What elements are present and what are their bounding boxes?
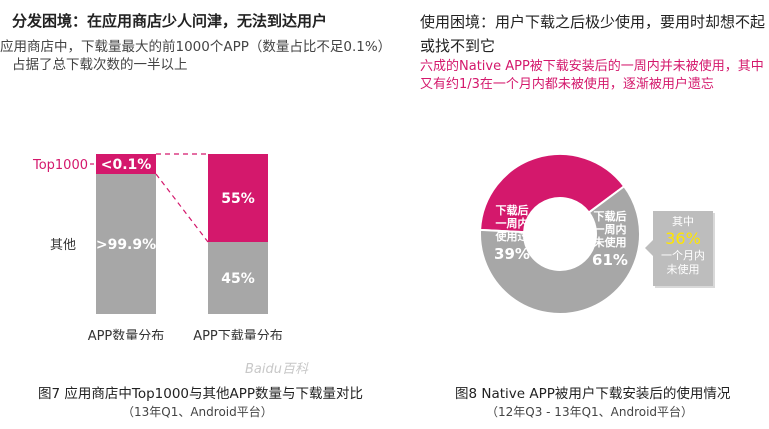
connector-bottom [155, 173, 209, 243]
left-description-line1: 应用商店中，下载量最大的前1000个APP（数量占比不足0.1%） [0, 39, 392, 55]
donut-label-0-line-2: 使用过 [495, 229, 529, 243]
callout-line2: 一个月内 [661, 249, 705, 262]
left-description: 应用商店中，下载量最大的前1000个APP（数量占比不足0.1%） 占据了总下载… [0, 38, 400, 74]
donut-slice-0 [479, 153, 626, 234]
right-description: 六成的Native APP被下载安装后的一周内并未被使用，其中又有约1/3在一个… [420, 59, 764, 92]
bar-category-label-1: APP下载量分布 [193, 329, 283, 340]
left-sub-caption: （13年Q1、Android平台） [122, 405, 273, 419]
left-caption: 图7 应用商店中Top1000与其他APP数量与下载量对比 [38, 386, 364, 402]
callout-line3: 未使用 [666, 263, 700, 276]
right-heading: 使用困境：用户下载之后极少使用，要用时却想不起或找不到它 [420, 13, 766, 55]
donut-label-1-line-1: 一周内 [594, 222, 627, 236]
callout-box: 其中 36% 一个月内 未使用 [653, 211, 713, 286]
bar-category-label-0: APP数量分布 [88, 329, 165, 340]
callout-line1: 其中 [672, 215, 694, 228]
bar-label-top1000-1: 55% [221, 191, 255, 207]
right-sub-caption: （12年Q3 - 13年Q1、Android平台） [486, 405, 694, 419]
donut-slice-1 [479, 184, 641, 315]
right-caption: 图8 Native APP被用户下载安装后的使用情况 [455, 386, 731, 402]
watermark: Baidu百科 [245, 362, 308, 377]
donut-label-1-line-0: 下载后 [594, 209, 627, 223]
left-description-line2: 占据了总下载次数的一半以上 [12, 57, 188, 73]
left-heading: 分发困境：在应用商店少人问津，无法到达用户 [12, 12, 328, 30]
bar-other-1 [208, 242, 268, 314]
bar-label-top1000-0: <0.1% [101, 157, 152, 173]
bar-top1000-0 [96, 154, 156, 174]
legend-label-top1000: Top1000 [32, 158, 88, 173]
bar-label-other-1: 45% [221, 271, 255, 287]
bar-label-other-0: >99.9% [96, 237, 156, 253]
legend-label-other: 其他 [50, 238, 76, 253]
bar-other-0 [96, 174, 156, 314]
donut-label-0-line-0: 下载后 [496, 203, 529, 217]
callout-value: 36% [665, 229, 701, 248]
donut-value-label-0: 39% [494, 245, 530, 263]
donut-label-0-line-1: 一周内 [496, 216, 529, 230]
bar-chart: <0.1% >99.9% APP数量分布 55% 45% APP下载量分布 Top1000 其… [32, 153, 283, 340]
bar-top1000-1 [208, 154, 268, 242]
donut-value-label-1: 61% [592, 251, 628, 269]
donut-label-1-line-2: 未使用 [593, 235, 627, 249]
callout-pointer [645, 240, 653, 256]
